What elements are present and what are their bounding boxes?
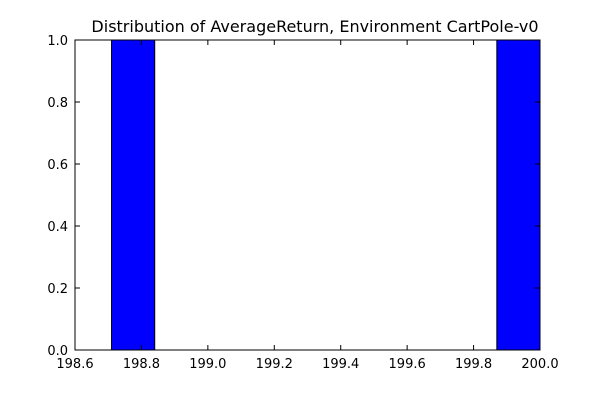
x-tick-label-3: 199.2 xyxy=(256,357,293,372)
y-tick-label-0: 0.0 xyxy=(47,344,68,359)
x-tick-label-0: 198.6 xyxy=(56,357,93,372)
y-tick-label-4: 0.8 xyxy=(47,96,68,111)
histogram-bar-1 xyxy=(111,39,156,351)
x-tick-label-5: 199.6 xyxy=(389,357,426,372)
histogram-bar-2 xyxy=(496,39,541,351)
x-tick-label-7: 200.0 xyxy=(521,357,558,372)
y-tick-label-1: 0.2 xyxy=(47,282,68,297)
x-tick-label-6: 199.8 xyxy=(455,357,492,372)
axes-layer: 198.6 198.8 199.0 199.2 199.4 199.6 199.8 200.0… xyxy=(47,34,558,372)
x-tick-label-4: 199.4 xyxy=(322,357,359,372)
plot-frame xyxy=(74,39,541,351)
bars-layer xyxy=(111,39,541,351)
chart-title: Distribution of AverageReturn, Environme… xyxy=(91,17,538,36)
x-tick-label-2: 199.0 xyxy=(189,357,226,372)
y-tick-label-5: 1.0 xyxy=(47,34,68,49)
x-tick-label-1: 198.8 xyxy=(123,357,160,372)
y-tick-label-3: 0.6 xyxy=(47,158,68,173)
y-tick-label-2: 0.4 xyxy=(47,220,68,235)
